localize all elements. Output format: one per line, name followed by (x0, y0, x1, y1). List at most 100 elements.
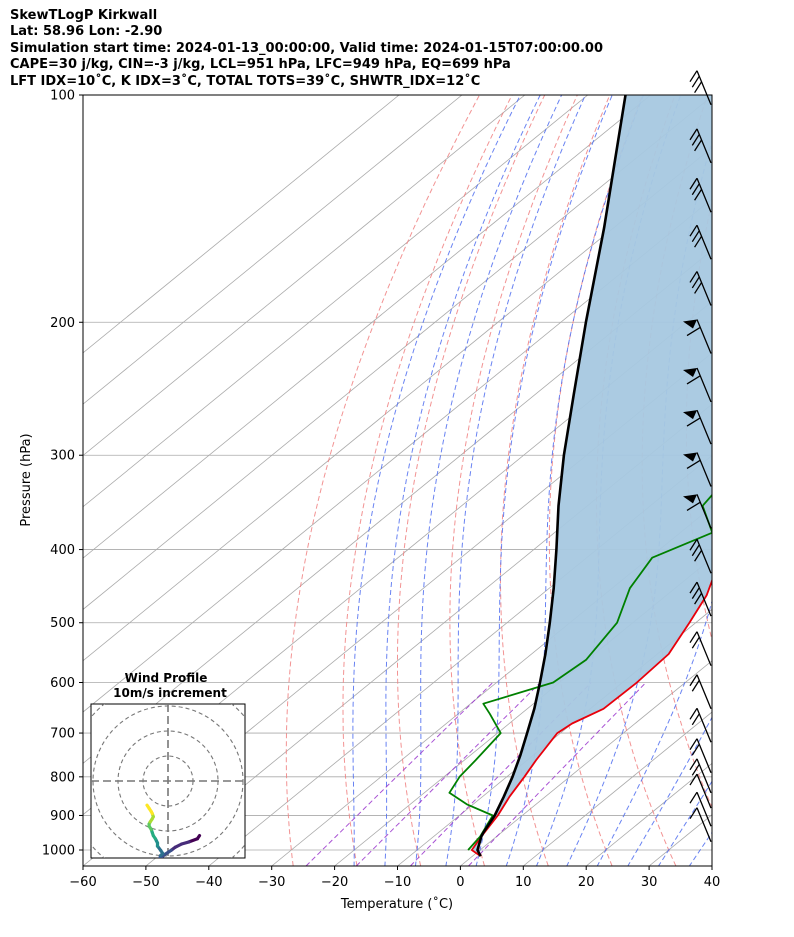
wind-barb (689, 791, 712, 827)
isotherm-line (460, 660, 712, 866)
location-coordinates: Lat: 58.96 Lon: -2.90 (10, 24, 163, 40)
isotherm-line (83, 95, 400, 354)
cape-shaded-area (471, 95, 712, 857)
dry-adiabat-line (342, 95, 513, 866)
barb-flag (686, 326, 701, 337)
barb-staff (696, 367, 712, 403)
wind-barb (689, 581, 712, 617)
barb-flag (694, 81, 703, 94)
wind-barb (689, 631, 712, 666)
x-tick-label: −40 (195, 875, 222, 890)
moist-adiabat-line (535, 95, 682, 866)
barb-flag (691, 230, 700, 243)
barb-flag (694, 592, 703, 605)
y-tick-label: 400 (50, 543, 75, 558)
barb-flag (694, 549, 703, 562)
barb-flag (686, 459, 701, 470)
x-tick-label: −60 (69, 875, 96, 890)
barb-staff (696, 631, 712, 666)
barb-staff (696, 452, 712, 487)
moist-adiabat-line (352, 95, 521, 866)
wind-barb (689, 773, 712, 809)
mixing-ratio-line (468, 682, 647, 866)
x-tick-label: −50 (132, 875, 159, 890)
y-tick-label: 600 (50, 676, 75, 691)
mixing-ratio-line (305, 682, 494, 866)
dewpoint-line (448, 493, 712, 851)
wind-barbs (683, 70, 712, 842)
x-tick-label: −30 (258, 875, 285, 890)
wind-barb (689, 224, 712, 260)
x-tick-label: 30 (641, 875, 658, 890)
y-tick-label: 200 (50, 316, 75, 331)
wind-barb (689, 807, 712, 842)
barb-staff (696, 773, 712, 809)
axis-ticks: −60 −50 −40 −30 −20 −10 0 10 20 30 40 1000 900 800 700… (42, 89, 720, 891)
moist-adiabat-line (596, 599, 712, 866)
stability-params: CAPE=30 j/kg, CIN=-3 j/kg, LCL=951 hPa, … (10, 57, 511, 73)
barb-flag (691, 276, 700, 289)
isotherm-line (334, 557, 712, 866)
temperature-line (470, 578, 712, 857)
wind-profile-inset: Wind Profile 10m/s increment (90, 671, 246, 859)
barb-flag (686, 501, 701, 511)
barb-flag (686, 375, 701, 385)
barb-pennant (683, 494, 697, 504)
barb-flag (691, 743, 700, 756)
barb-flag (689, 538, 698, 551)
simulation-time: Simulation start time: 2024-01-13_00:00:… (10, 40, 603, 56)
wind-barb (683, 367, 712, 403)
cape-area-layer (471, 95, 712, 857)
barb-flag (689, 224, 698, 237)
barb-staff (696, 708, 712, 743)
wind-barb (689, 128, 712, 164)
dry-adiabat-line (285, 95, 480, 866)
moist-adiabat-line (384, 95, 541, 866)
barb-staff (696, 319, 712, 354)
y-tick-label: 500 (50, 616, 75, 631)
barb-flag (694, 235, 703, 248)
barb-pennant (683, 452, 697, 462)
index-params: LFT IDX=10˚C, K IDX=3˚C, TOTAL TOTS=39˚C… (10, 73, 481, 89)
hodograph-segment (158, 852, 167, 858)
barb-flag (691, 75, 700, 88)
wind-barb (683, 494, 712, 529)
barb-flag (691, 713, 700, 726)
dry-adiabat-line (771, 95, 794, 866)
barb-flag (686, 417, 701, 427)
wind-barb (689, 674, 712, 709)
barb-flag (694, 282, 703, 294)
isotherm-line (711, 865, 712, 866)
barb-flag (694, 188, 703, 201)
profile-layer (448, 95, 712, 857)
isotherm-line (397, 608, 712, 866)
barb-pennant (683, 410, 697, 420)
inset-title: Wind Profile (125, 671, 208, 685)
barb-flag (691, 134, 700, 146)
inset-subtitle: 10m/s increment (113, 686, 227, 700)
barb-flag (689, 674, 698, 687)
barb-pennant (683, 367, 697, 377)
y-tick-label: 900 (50, 809, 75, 824)
wind-barb (689, 538, 712, 574)
dry-adiabat-line (500, 95, 611, 866)
barb-flag (689, 128, 698, 141)
barb-flag (691, 587, 700, 599)
barb-flag (691, 544, 700, 557)
wind-barb (683, 319, 712, 354)
barb-staff (696, 674, 712, 709)
y-tick-label: 100 (50, 89, 75, 104)
isotherm-line (83, 95, 651, 559)
wind-barb (689, 738, 712, 773)
wind-barb (689, 177, 712, 213)
barb-flag (691, 636, 700, 649)
barb-flag (689, 773, 698, 786)
barb-staff (696, 807, 712, 842)
wind-barb (689, 70, 712, 105)
barb-flag (689, 631, 698, 644)
chart-header: SkewTLogP Kirkwall Lat: 58.96 Lon: -2.90… (10, 8, 790, 90)
isotherm-line (83, 95, 463, 405)
wind-barb (689, 758, 712, 794)
wind-barb (683, 409, 712, 445)
